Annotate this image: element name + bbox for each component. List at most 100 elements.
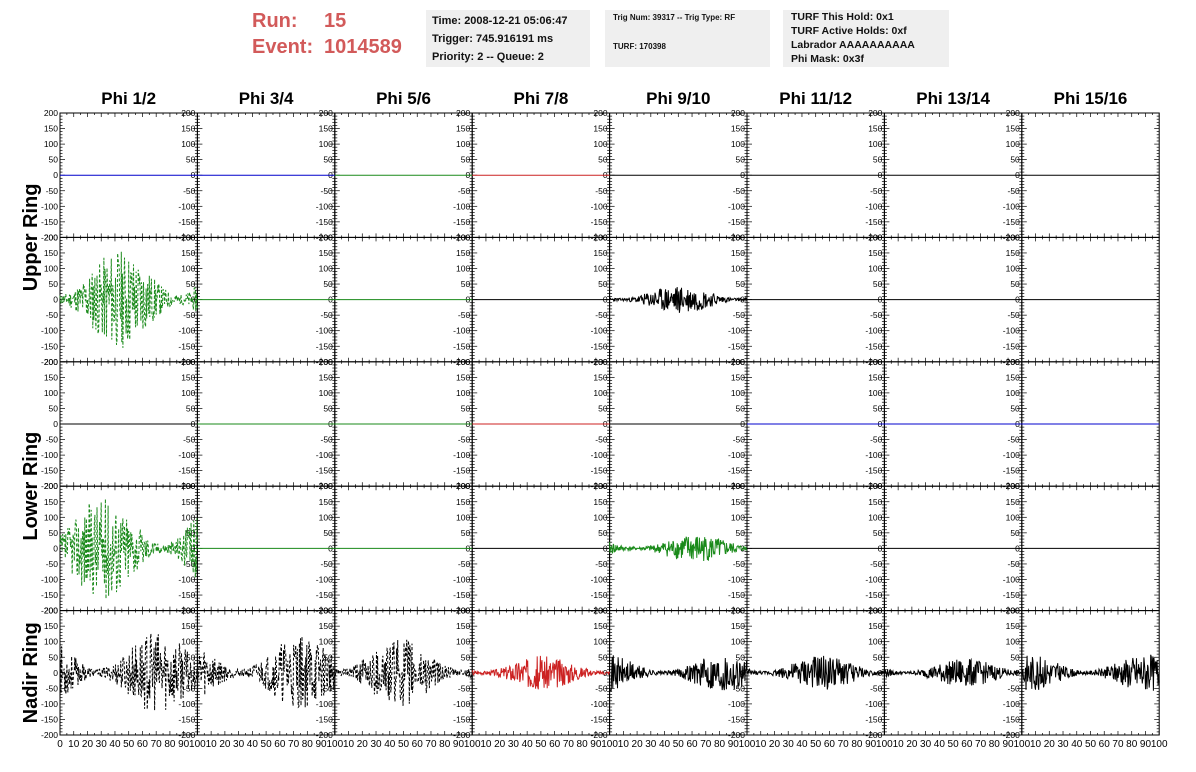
y-tick-label: -150 [178,341,195,351]
y-tick-label: 150 [319,621,333,631]
y-tick-label: 200 [319,232,333,242]
y-tick-label: 100 [44,388,58,398]
y-tick-label: 150 [44,372,58,382]
y-tick-label: -100 [1003,450,1020,460]
y-tick-label: -200 [41,481,58,491]
y-tick-label: -150 [41,217,58,227]
y-tick-label: -50 [595,435,608,445]
turf-info-box: TURF This Hold: 0x1 TURF Active Holds: 0… [783,10,949,67]
y-tick-label: -50 [870,310,883,320]
y-tick-label: -50 [46,186,59,196]
y-tick-label: -150 [178,466,195,476]
y-tick-label: -150 [865,341,882,351]
y-tick-label: 0 [191,543,196,553]
y-tick-label: 50 [186,155,196,165]
y-tick-label: 150 [319,497,333,507]
y-tick-label: 100 [1006,512,1020,522]
y-tick-label: 50 [49,652,59,662]
y-tick-label: -50 [46,683,59,693]
y-tick-label: -100 [178,326,195,336]
y-tick-label: 50 [186,652,196,662]
y-tick-label: 50 [461,279,471,289]
y-tick-label: 150 [593,372,607,382]
y-tick-label: 100 [868,264,882,274]
y-tick-label: -150 [453,714,470,724]
y-tick-label: -150 [453,341,470,351]
y-tick-label: 0 [53,543,58,553]
y-tick-label: -100 [1003,575,1020,585]
y-tick-label: 150 [456,372,470,382]
y-tick-label: 100 [181,512,195,522]
y-tick-label: 200 [456,232,470,242]
phi-mask-text: Phi Mask: 0x3f [791,53,864,65]
y-tick-label: 200 [44,232,58,242]
y-tick-label: 200 [44,606,58,616]
y-tick-label: -100 [178,699,195,709]
y-tick-label: -50 [1008,186,1021,196]
y-tick-label: 150 [1006,497,1020,507]
y-tick-label: 150 [456,621,470,631]
priority-text: Priority: 2 -- Queue: 2 [432,51,544,63]
y-tick-label: 150 [593,621,607,631]
y-tick-label: 50 [186,279,196,289]
y-tick-label: 150 [1006,372,1020,382]
y-tick-label: 150 [1006,248,1020,258]
y-tick-label: 50 [186,528,196,538]
y-tick-label: 100 [1006,264,1020,274]
y-tick-label: -50 [733,559,746,569]
y-tick-label: -50 [595,186,608,196]
y-tick-label: 100 [319,388,333,398]
y-tick-label: -200 [41,730,58,740]
y-tick-label: -100 [178,201,195,211]
y-tick-label: -50 [458,683,471,693]
turf-text: TURF: 170398 [613,42,666,51]
y-tick-label: 100 [319,264,333,274]
y-tick-label: -150 [41,466,58,476]
y-tick-label: 200 [456,108,470,118]
ring-label: Upper Ring [20,184,42,292]
y-tick-label: 100 [44,139,58,149]
y-tick-label: 50 [461,403,471,413]
y-tick-label: 100 [456,264,470,274]
y-tick-label: -100 [178,575,195,585]
y-tick-label: 100 [181,139,195,149]
y-tick-label: -150 [316,466,333,476]
trigger-text: Trigger: 745.916191 ms [432,33,554,45]
y-tick-label: 100 [1006,388,1020,398]
y-tick-label: 50 [1010,155,1020,165]
y-tick-label: -50 [183,310,196,320]
y-tick-label: -50 [1008,559,1021,569]
y-tick-label: 100 [456,388,470,398]
y-tick-label: 50 [736,403,746,413]
y-tick-label: 150 [868,124,882,134]
ring-label: Nadir Ring [20,622,42,723]
y-tick-label: -150 [41,590,58,600]
y-tick-label: -150 [453,590,470,600]
y-tick-label: 50 [736,155,746,165]
run-value: 15 [324,10,347,32]
y-tick-label: 150 [456,497,470,507]
y-tick-label: -100 [41,699,58,709]
y-tick-label: -150 [1003,590,1020,600]
y-tick-label: 100 [868,388,882,398]
y-tick-label: -50 [183,559,196,569]
y-tick-label: -200 [591,730,608,740]
y-tick-label: 200 [1006,357,1020,367]
y-tick-label: 200 [868,232,882,242]
time-text: Time: 2008-12-21 05:06:47 [432,15,568,27]
y-tick-label: 100 [181,637,195,647]
y-tick-label: 100 [593,388,607,398]
y-tick-label: 50 [598,155,608,165]
y-tick-label: -50 [183,683,196,693]
y-tick-label: 50 [323,652,333,662]
y-tick-label: -100 [865,201,882,211]
y-tick-label: -50 [595,310,608,320]
y-tick-label: 100 [319,637,333,647]
y-tick-label: -50 [321,435,334,445]
y-tick-label: 100 [181,264,195,274]
y-tick-label: -50 [46,559,59,569]
y-tick-label: -150 [178,590,195,600]
y-tick-label: 150 [1006,124,1020,134]
y-tick-label: 150 [868,497,882,507]
y-tick-label: 200 [868,357,882,367]
